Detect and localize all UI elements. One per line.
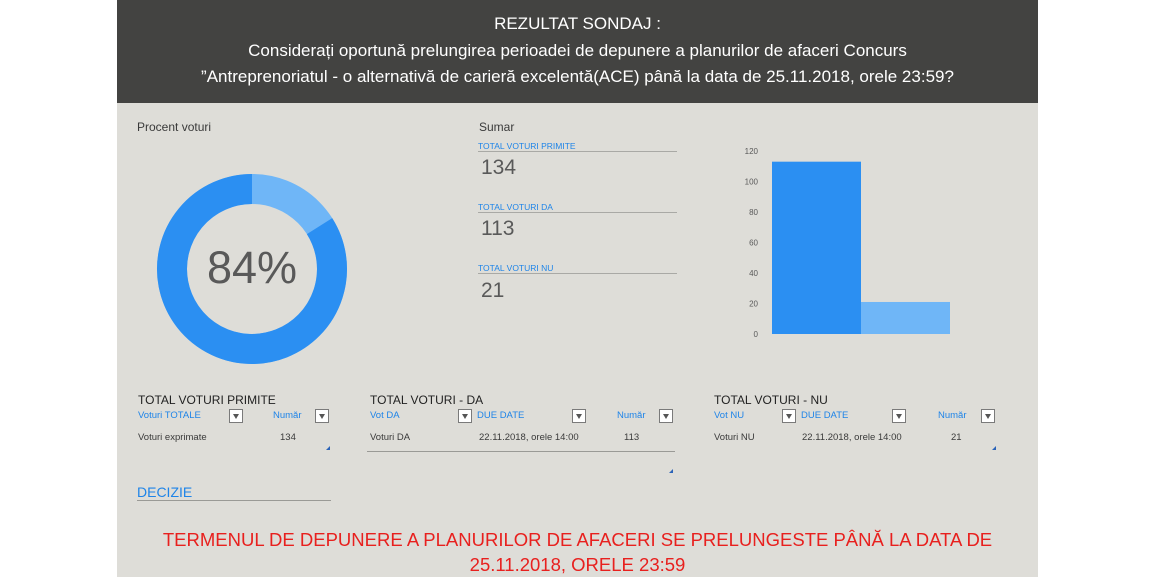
table-nu-header-vot: Vot NU [714,410,745,421]
y-tick-label: 0 [754,330,759,339]
table-total-header-voturi: Voturi TOTALE [138,410,201,421]
table-nu-title: TOTAL VOTURI - NU [714,393,828,407]
bar-nu [861,301,950,334]
dashboard-sheet: REZULTAT SONDAJ : Considerați oportună p… [117,0,1038,577]
table-da-resize-handle[interactable] [669,469,673,473]
table-nu-header-date: DUE DATE [801,410,849,421]
y-tick-label: 20 [749,300,758,309]
y-tick-label: 100 [745,178,759,187]
table-da-bottom-border [367,451,675,452]
table-da-filter-numar[interactable] [659,409,673,423]
donut-percent: 84% [206,242,298,293]
kpi-nu-label: TOTAL VOTURI NU [478,263,554,273]
donut-chart: 84% [155,172,349,366]
table-nu-filter-vot[interactable] [782,409,796,423]
table-total-filter-voturi[interactable] [229,409,243,423]
decision-text-line2: 25.11.2018, ORELE 23:59 [469,554,686,575]
kpi-total-value: 134 [481,156,517,179]
table-total-header-numar: Număr [273,410,302,421]
kpi-da-divider [478,212,677,213]
decision-text: TERMENUL DE DEPUNERE A PLANURILOR DE AFA… [117,527,1038,577]
table-total-row-label: Voturi exprimate [138,432,207,443]
y-tick-label: 80 [749,208,758,217]
y-tick-label: 40 [749,269,758,278]
donut-value-arc [157,174,347,364]
kpi-total-divider [478,151,677,152]
decision-label: DECIZIE [137,484,193,500]
header-question-line2: ”Antreprenoriatul - o alternativă de car… [201,67,954,86]
kpi-da-label: TOTAL VOTURI DA [478,202,553,212]
survey-header: REZULTAT SONDAJ : Considerați oportună p… [117,0,1038,103]
kpi-total-label: TOTAL VOTURI PRIMITE [478,141,576,151]
table-da-filter-date[interactable] [572,409,586,423]
table-da-title: TOTAL VOTURI - DA [370,393,484,407]
table-total-row-value: 134 [280,432,296,443]
table-nu-filter-numar[interactable] [981,409,995,423]
table-nu-row-date: 22.11.2018, orele 14:00 [802,432,902,443]
table-da-header-vot: Vot DA [370,410,400,421]
table-total-title: TOTAL VOTURI PRIMITE [138,393,276,407]
table-da-header-numar: Număr [617,410,646,421]
y-tick-label: 60 [749,239,758,248]
kpi-da-value: 113 [481,217,515,240]
table-da-row-value: 113 [624,432,640,443]
header-question-line1: Considerați oportună prelungirea perioad… [248,41,907,60]
decision-text-line1: TERMENUL DE DEPUNERE A PLANURILOR DE AFA… [162,529,993,550]
bar-da [772,161,861,334]
table-nu-header-numar: Număr [938,410,967,421]
summary-label: Sumar [479,120,515,134]
table-total-filter-numar[interactable] [315,409,329,423]
decision-underline [137,500,331,501]
kpi-nu-divider [478,273,677,274]
donut-label: Procent voturi [137,120,212,134]
table-nu-row-value: 21 [951,432,962,443]
table-da-filter-vot[interactable] [458,409,472,423]
kpi-nu-value: 21 [481,279,505,302]
table-nu-row-label: Voturi NU [714,432,755,443]
table-total-resize-handle[interactable] [326,446,330,450]
table-nu-resize-handle[interactable] [992,446,996,450]
header-title: REZULTAT SONDAJ : [494,14,661,33]
y-tick-label: 120 [745,147,759,156]
table-da-header-date: DUE DATE [477,410,525,421]
table-da-row-date: 22.11.2018, orele 14:00 [479,432,579,443]
table-nu-filter-date[interactable] [892,409,906,423]
table-da-row-label: Voturi DA [370,432,411,443]
